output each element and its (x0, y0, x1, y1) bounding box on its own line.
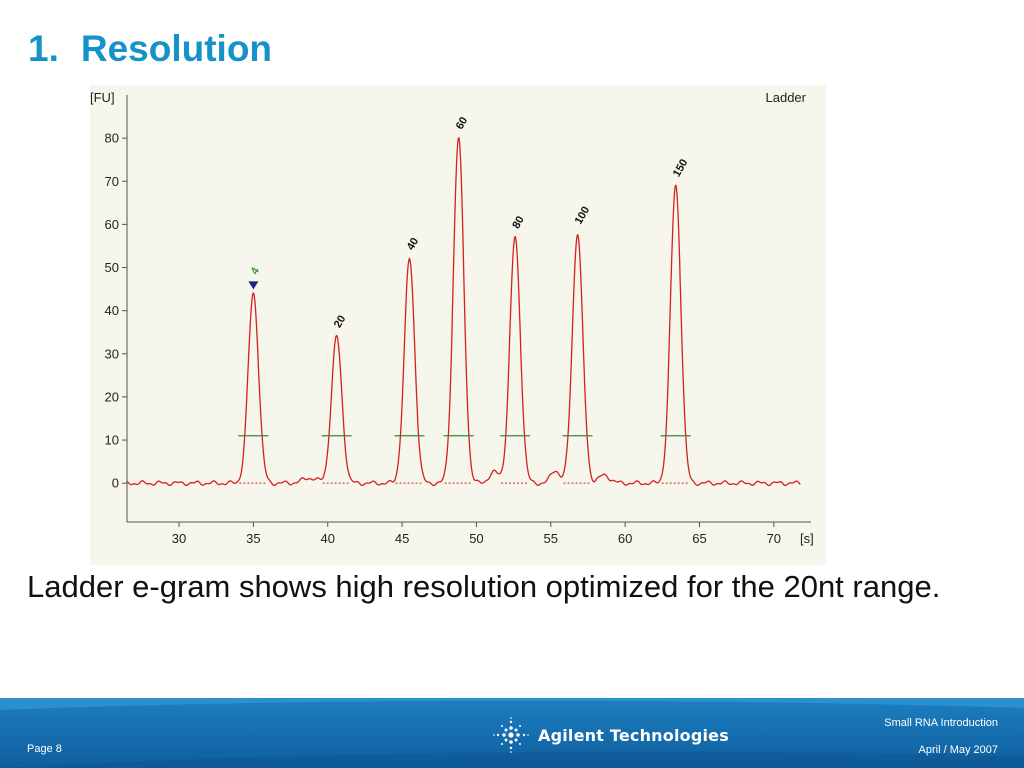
ladder-egram-chart: [FU] [s] Ladder 0 10 20 30 40 50 60 70 80 30 35 40 4… (90, 85, 826, 565)
y-tick-label: 80 (105, 131, 119, 146)
lower-marker-icon (248, 281, 259, 290)
peak-label: 80 (510, 214, 527, 231)
footer-page-number: Page 8 (27, 743, 62, 755)
footer-topic: Small RNA Introduction (884, 717, 998, 729)
y-tick-label: 20 (105, 389, 119, 404)
footer-date: April / May 2007 (918, 744, 998, 756)
y-tick-label: 10 (105, 433, 119, 448)
x-tick-label: 45 (395, 531, 409, 546)
y-tick-label: 0 (112, 476, 119, 491)
slide-caption: Ladder e-gram shows high resolution opti… (27, 569, 941, 604)
y-tick-label: 50 (105, 260, 119, 275)
legend-ladder: Ladder (766, 90, 807, 105)
plot-background (90, 85, 826, 565)
slide-title-text: Resolution (80, 28, 273, 69)
logo-text: Agilent Technologies (538, 725, 729, 745)
x-tick-label: 70 (767, 531, 781, 546)
y-tick-label: 60 (105, 217, 119, 232)
y-axis-label: [FU] (90, 90, 115, 105)
axis-ticks: 0 10 20 30 40 50 60 70 80 30 35 40 45 50 55 60 65 70 (105, 131, 782, 546)
x-tick-label: 30 (172, 531, 186, 546)
x-axis-label: [s] (800, 531, 814, 546)
x-tick-label: 55 (544, 531, 558, 546)
x-tick-label: 65 (692, 531, 706, 546)
peak-label: 60 (454, 115, 471, 132)
chart-svg: [FU] [s] Ladder 0 10 20 30 40 50 60 70 80 30 35 40 4… (90, 85, 826, 565)
peak-label: 20 (332, 313, 349, 330)
slide-number: 1. (28, 28, 59, 69)
x-tick-label: 50 (469, 531, 483, 546)
agilent-spark-icon (493, 717, 529, 753)
peak-label: 40 (405, 236, 422, 253)
y-tick-label: 40 (105, 303, 119, 318)
x-tick-label: 40 (321, 531, 335, 546)
y-tick-label: 70 (105, 174, 119, 189)
x-tick-label: 35 (246, 531, 260, 546)
slide-title: 1. Resolution (28, 28, 272, 70)
y-tick-label: 30 (105, 346, 119, 361)
footer: Page 8 Agilent Technologies Small RNA In… (0, 698, 1024, 768)
x-tick-label: 60 (618, 531, 632, 546)
ladder-trace (126, 136, 801, 487)
agilent-logo: Agilent Technologies (492, 716, 729, 754)
